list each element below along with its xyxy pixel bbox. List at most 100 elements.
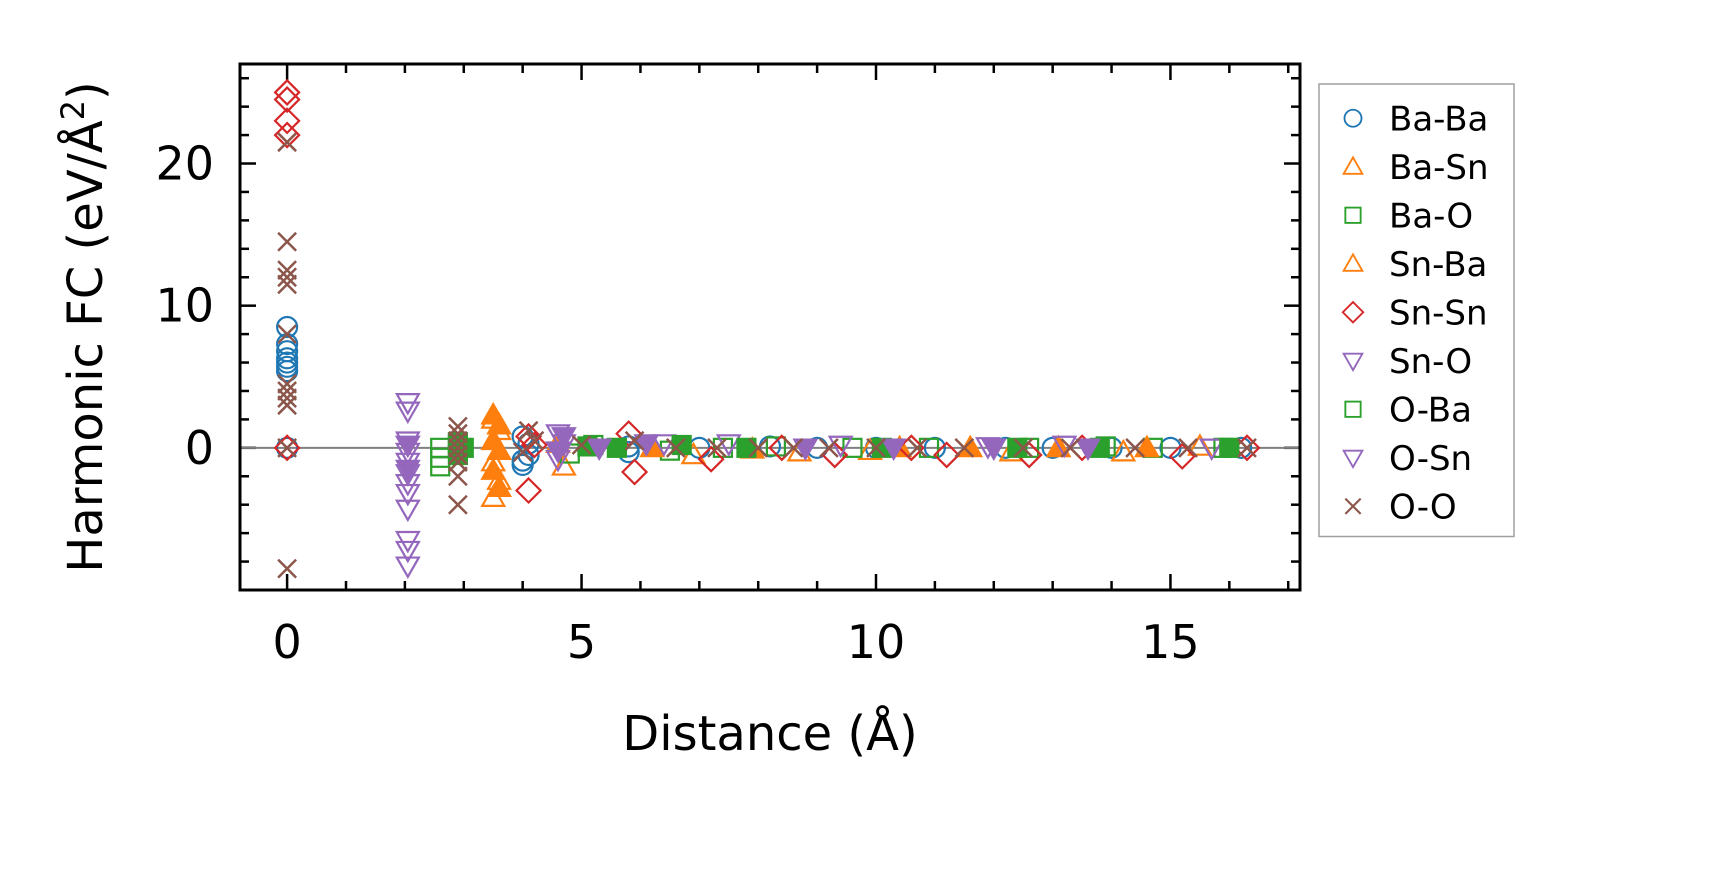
data-point-sn-ba [486, 437, 513, 461]
data-point-sn-o [394, 556, 421, 580]
legend-label: O-Sn [1389, 439, 1472, 479]
legend-marker [1342, 352, 1364, 372]
legend-item-o-o: O-O [1344, 487, 1457, 527]
data-point-ba-ba [276, 359, 299, 383]
data-point-ba-ba [276, 436, 299, 459]
x-axis-label: Distance (Å) [622, 705, 917, 762]
data-point-o-sn [550, 427, 577, 450]
data-point-o-o [277, 132, 297, 153]
data-points [273, 78, 1261, 580]
legend-item-sn-sn: Sn-Sn [1341, 293, 1488, 333]
data-point-o-o [707, 437, 727, 458]
data-point-o-sn [394, 459, 421, 483]
data-point-o-ba [1007, 437, 1028, 458]
legend-item-sn-ba: Sn-Ba [1342, 245, 1487, 285]
data-point-o-ba [736, 437, 757, 458]
y-tick-label: 20 [155, 137, 214, 191]
data-point-o-o [277, 231, 297, 252]
data-point-sn-o [394, 540, 421, 564]
data-point-sn-sn [620, 458, 649, 486]
data-point-o-sn [792, 438, 819, 462]
legend-label: Ba-O [1389, 196, 1473, 236]
data-point-o-o [624, 430, 645, 451]
legend-item-ba-ba: Ba-Ba [1343, 99, 1488, 139]
data-point-o-sn [1075, 438, 1101, 462]
data-point-o-o [907, 437, 928, 458]
data-point-o-o [819, 437, 839, 458]
data-point-o-o [277, 381, 297, 401]
data-point-o-o [277, 324, 297, 344]
data-point-o-o [1237, 437, 1257, 458]
data-point-o-o [448, 437, 468, 458]
data-point-sn-sn [933, 441, 961, 469]
legend-marker [1344, 206, 1362, 224]
legend-marker [1343, 108, 1363, 128]
data-point-sn-o [827, 435, 854, 459]
data-point-ba-sn [1186, 433, 1213, 456]
data-point-ba-o [430, 456, 451, 477]
legend-marker-circle [1343, 108, 1363, 128]
data-point-o-sn [633, 434, 660, 457]
data-point-sn-sn [273, 85, 301, 114]
legend-label: O-O [1389, 487, 1457, 527]
data-point-o-o [518, 420, 539, 441]
y-tick-label: 0 [185, 421, 214, 475]
data-point-sn-sn [273, 434, 301, 462]
data-point-o-sn [394, 435, 421, 459]
legend-marker-diamond [1341, 300, 1365, 324]
data-point-o-o [866, 437, 886, 458]
data-point-o-o [783, 437, 804, 458]
data-point-sn-o [394, 483, 421, 507]
legend-label: Ba-Sn [1389, 148, 1489, 188]
data-point-o-o [277, 437, 297, 458]
legend-item-o-ba: O-Ba [1344, 390, 1472, 430]
legend-marker-square [1344, 400, 1362, 418]
data-point-sn-ba [486, 474, 513, 497]
legend-item-ba-sn: Ba-Sn [1342, 148, 1489, 188]
data-point-ba-o [842, 437, 863, 458]
data-point-o-ba [606, 437, 627, 458]
data-point-o-sn [980, 438, 1007, 462]
data-point-o-o [448, 430, 468, 451]
data-point-o-o [748, 437, 769, 458]
data-point-sn-sn [520, 431, 549, 459]
data-point-o-o [448, 423, 468, 444]
data-point-sn-ba [1133, 434, 1160, 458]
plot-frame [238, 62, 1302, 592]
x-tick-label: 10 [847, 615, 906, 669]
legend-marker [1344, 497, 1362, 515]
data-point-o-o [1013, 437, 1034, 458]
axis-ticks [240, 64, 1300, 592]
legend-marker-x [1344, 497, 1362, 515]
legend-marker-triangle-up [1342, 252, 1364, 272]
data-point-o-o [277, 558, 297, 579]
legend-label: Ba-Ba [1389, 99, 1488, 139]
y-tick-label: 10 [155, 279, 214, 333]
legend-marker-triangle-up [1342, 155, 1364, 175]
data-point-ba-ba [276, 315, 299, 339]
legend-marker [1342, 155, 1364, 175]
legend-label: Sn-Ba [1389, 245, 1487, 285]
data-point-o-o [1060, 437, 1081, 458]
data-point-o-o [448, 466, 468, 487]
data-point-o-ba [1219, 437, 1240, 458]
series-o-o [277, 132, 1257, 579]
data-point-o-o [448, 416, 468, 437]
data-point-o-o [277, 267, 297, 288]
data-point-sn-o [1198, 438, 1225, 462]
legend-marker-triangle-down [1342, 449, 1364, 469]
data-point-sn-o [394, 499, 421, 523]
data-point-sn-sn [514, 422, 543, 451]
legend-label: Sn-Sn [1389, 293, 1488, 333]
legend-marker [1341, 300, 1365, 324]
x-tick-label: 0 [272, 615, 301, 669]
legend-item-o-sn: O-Sn [1342, 439, 1472, 479]
legend-items: Ba-Ba Ba-Sn Ba-O Sn-Ba Sn-Sn Sn-O O-Ba O-Sn O-O [1341, 99, 1489, 527]
legend-item-ba-o: Ba-O [1344, 196, 1473, 236]
data-point-o-o [277, 274, 297, 295]
y-axis-label-main: Harmonic FC (eV/Å [57, 120, 114, 573]
data-point-o-o [448, 445, 468, 465]
data-point-sn-sn [697, 445, 725, 473]
y-axis-label-suffix: ) [58, 81, 114, 100]
